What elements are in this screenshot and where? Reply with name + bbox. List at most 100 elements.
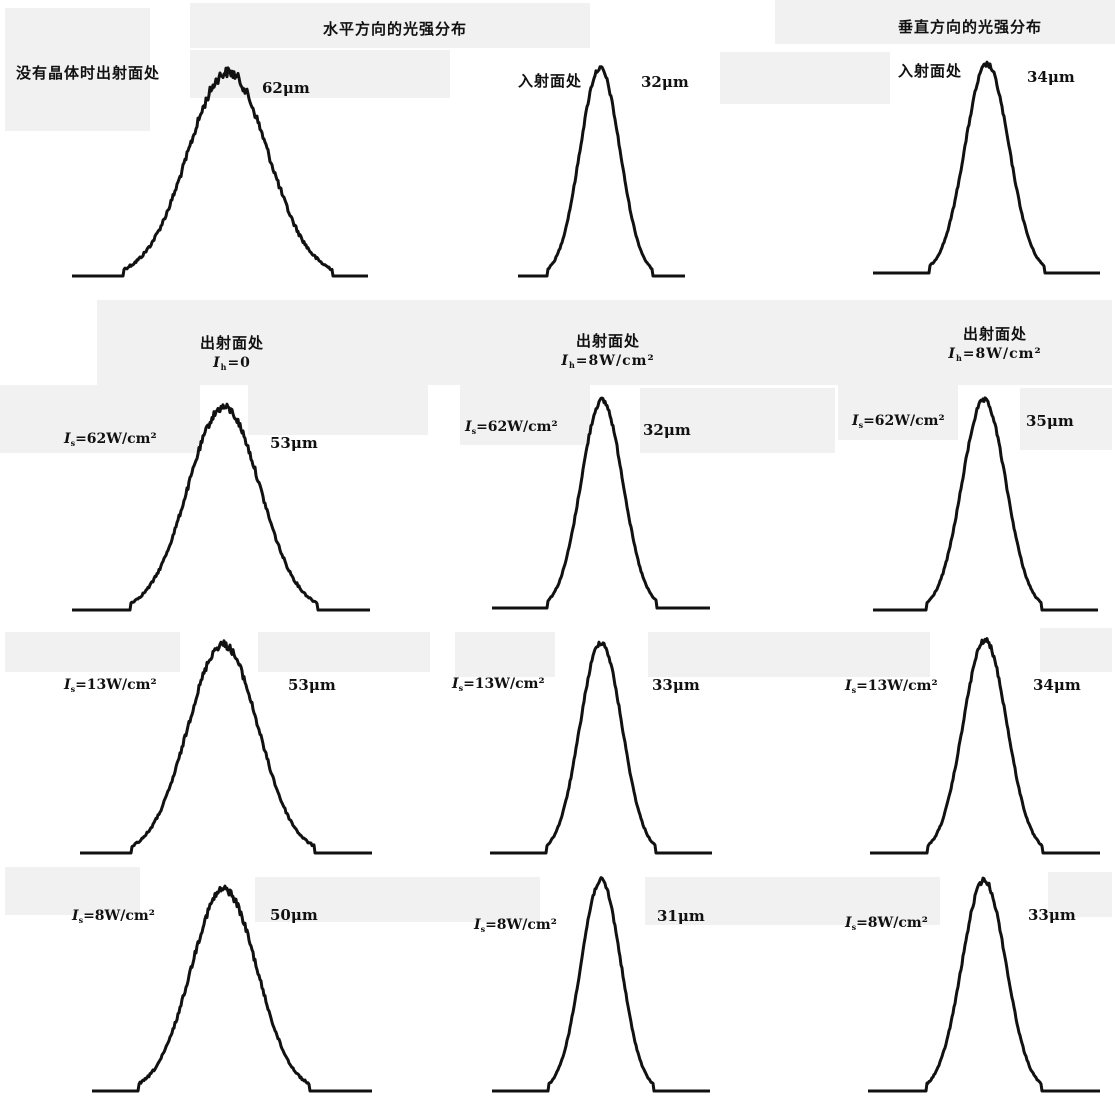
horizontal-header: 水平方向的光强分布 — [323, 20, 468, 38]
profile-curve-r4c3 — [867, 876, 1101, 1093]
background-patch — [0, 385, 200, 453]
vertical-header: 垂直方向的光强分布 — [898, 18, 1043, 36]
is-13-label-c1: Is=13W/cm² — [64, 678, 157, 693]
is-symbol: I — [845, 678, 852, 694]
is-62-label-c3: Is=62W/cm² — [852, 414, 945, 429]
is-symbol: I — [64, 677, 71, 693]
is-subscript: s — [458, 683, 464, 693]
profile-curve-r3c3 — [869, 637, 1101, 855]
background-patch — [5, 867, 140, 915]
is-symbol: I — [64, 431, 71, 447]
background-patch — [1040, 628, 1112, 672]
ih-value: =8W/cm² — [962, 346, 1042, 362]
background-patch — [1020, 388, 1112, 450]
is-symbol: I — [852, 413, 859, 429]
beam-width-r2c2: 32μm — [643, 421, 691, 439]
background-patch — [460, 385, 590, 445]
entrance-face-label-right: 入射面处 — [898, 62, 963, 80]
beam-width-r3c2: 33μm — [652, 676, 700, 694]
is-value: =13W/cm² — [856, 678, 938, 694]
profile-curve-r3c2 — [489, 640, 713, 855]
is-62-label-c1: Is=62W/cm² — [64, 432, 157, 447]
beam-width-r4c1: 50μm — [270, 906, 318, 924]
entrance-face-label-mid: 入射面处 — [518, 72, 583, 90]
is-8-label-c2: Is=8W/cm² — [474, 918, 557, 933]
exit-face-text: 出射面处 — [199, 334, 264, 352]
exit-face-text: 出射面处 — [575, 332, 640, 350]
ih-symbol: I — [561, 353, 569, 369]
beam-width-r4c3: 33μm — [1028, 906, 1076, 924]
background-patch — [1048, 872, 1112, 917]
ih-value-mid: Ih=8W/cm² — [558, 354, 658, 369]
beam-width-r4c2: 31μm — [657, 907, 705, 925]
is-value: =8W/cm² — [856, 915, 928, 931]
ih-symbol: I — [213, 355, 221, 371]
is-subscript: s — [851, 922, 857, 932]
is-value: =62W/cm² — [75, 431, 157, 447]
is-value: =13W/cm² — [75, 677, 157, 693]
exit-face-text: 出射面处 — [962, 325, 1027, 343]
is-8-label-c1: Is=8W/cm² — [72, 909, 155, 924]
is-subscript: s — [480, 924, 486, 934]
is-62-label-c2: Is=62W/cm² — [465, 420, 558, 435]
background-patch — [5, 8, 150, 131]
is-symbol: I — [474, 917, 481, 933]
is-value: =62W/cm² — [863, 413, 945, 429]
profile-curve-r2c3 — [872, 396, 1099, 612]
ih-value-right: Ih=8W/cm² — [945, 347, 1045, 362]
profile-curve-r1c1 — [71, 66, 369, 278]
is-13-label-c3: Is=13W/cm² — [845, 679, 938, 694]
profile-curve-r3c1 — [79, 639, 373, 855]
profile-curve-r1c3 — [872, 60, 1101, 275]
beam-width-r2c3: 35μm — [1026, 412, 1074, 430]
background-patch — [5, 632, 180, 672]
no-crystal-exit-label: 没有晶体时出射面处 — [16, 64, 161, 82]
profile-curve-r4c1 — [91, 884, 373, 1093]
beam-width-r1c3: 34μm — [1027, 68, 1075, 86]
beam-width-r1c2: 32μm — [641, 73, 689, 91]
background-patch — [455, 632, 555, 677]
background-patch — [838, 385, 958, 440]
exit-face-label-left: 出射面处 Ih=0 — [192, 334, 272, 372]
ih-value: =0 — [227, 355, 251, 371]
background-patch — [775, 0, 1115, 44]
is-value: =62W/cm² — [476, 419, 558, 435]
is-symbol: I — [465, 419, 472, 435]
is-symbol: I — [72, 908, 79, 924]
is-subscript: s — [78, 915, 84, 925]
profile-curve-r1c2 — [517, 65, 686, 278]
is-subscript: s — [471, 426, 477, 436]
profile-curve-r4c2 — [491, 876, 711, 1093]
is-8-label-c3: Is=8W/cm² — [845, 916, 928, 931]
background-patch — [255, 877, 540, 922]
is-value: =13W/cm² — [463, 676, 545, 692]
profile-curve-r2c2 — [491, 396, 711, 610]
beam-width-r3c3: 34μm — [1033, 676, 1081, 694]
ih-value-left: Ih=0 — [192, 356, 272, 371]
beam-width-r3c1: 53μm — [288, 676, 336, 694]
ih-subscript: h — [220, 362, 228, 372]
is-symbol: I — [845, 915, 852, 931]
background-patch — [640, 388, 835, 453]
is-symbol: I — [452, 676, 459, 692]
ih-value: =8W/cm² — [575, 353, 655, 369]
ih-symbol: I — [948, 346, 956, 362]
ih-subscript: h — [568, 360, 576, 370]
exit-face-label-mid: 出射面处 Ih=8W/cm² — [558, 332, 658, 370]
background-patch — [190, 3, 590, 48]
beam-width-r1c1: 62μm — [262, 79, 310, 97]
is-subscript: s — [70, 684, 76, 694]
is-subscript: s — [858, 420, 864, 430]
background-patch — [97, 300, 1112, 385]
is-value: =8W/cm² — [485, 917, 557, 933]
background-patch — [645, 877, 940, 925]
profile-curve-r2c1 — [71, 402, 371, 612]
background-patch — [258, 632, 430, 672]
beam-width-r2c1: 53μm — [270, 434, 318, 452]
exit-face-label-right: 出射面处 Ih=8W/cm² — [945, 325, 1045, 363]
background-patch — [648, 632, 930, 677]
ih-subscript: h — [955, 353, 963, 363]
is-subscript: s — [70, 438, 76, 448]
is-13-label-c2: Is=13W/cm² — [452, 677, 545, 692]
